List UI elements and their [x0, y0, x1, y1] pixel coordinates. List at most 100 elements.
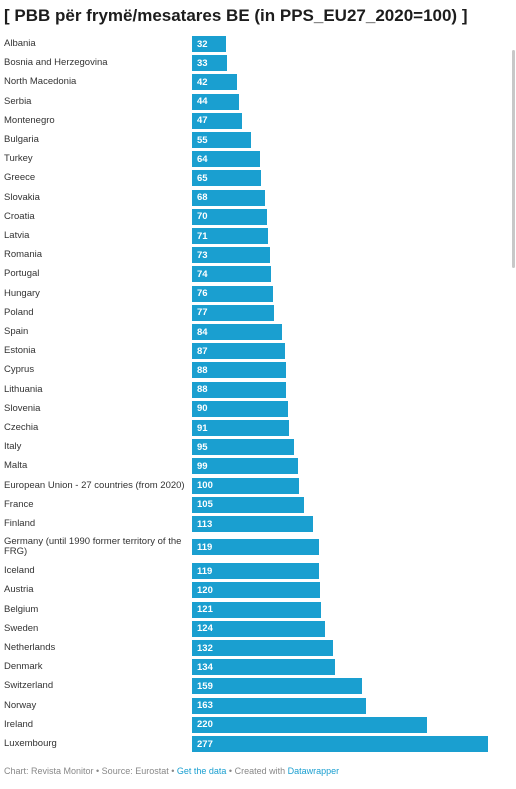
bar-label: Sweden: [4, 622, 39, 634]
bar: 121: [192, 601, 322, 618]
bar-value-label: 42: [197, 76, 208, 88]
bar: 120: [192, 582, 321, 599]
bar-label: Serbia: [4, 95, 32, 107]
bar-value-label: 76: [197, 288, 208, 300]
bar-label: Germany (until 1990 former territory of …: [4, 536, 182, 558]
bar: 70: [192, 208, 267, 225]
bar: 88: [192, 362, 287, 379]
bar: 134: [192, 659, 336, 676]
bar: 87: [192, 343, 285, 360]
bar-label: Bosnia and Herzegovina: [4, 57, 108, 69]
bar-label: Switzerland: [4, 680, 54, 692]
bar-value-label: 120: [197, 584, 213, 596]
bar: 55: [192, 132, 251, 148]
bar-value-label: 71: [197, 230, 208, 242]
bar-label: Latvia: [4, 230, 30, 241]
bar-label: Poland: [4, 306, 34, 318]
bar-value-label: 113: [197, 518, 213, 530]
bar-value-label: 47: [197, 115, 208, 127]
bar-value-label: 44: [197, 96, 208, 108]
bar: 99: [192, 458, 298, 475]
bar-value-label: 121: [197, 604, 213, 616]
bar: 220: [192, 716, 428, 733]
get-the-data-link[interactable]: Get the data: [176, 766, 227, 776]
bar: 105: [192, 496, 305, 513]
bar: 47: [192, 112, 243, 129]
bar-label: Ireland: [4, 718, 34, 730]
bar-value-label: 64: [197, 153, 208, 165]
bar-value-label: 33: [197, 57, 208, 69]
bar: 76: [192, 285, 274, 302]
bar-label: Montenegro: [4, 114, 55, 126]
bar-value-label: 119: [197, 541, 213, 553]
bar: 73: [192, 247, 270, 264]
bar: 68: [192, 189, 265, 206]
bar-label: Belgium: [4, 603, 39, 615]
bar-label: Romania: [4, 249, 43, 261]
bar-value-label: 163: [197, 700, 213, 712]
bar-value-label: 55: [197, 134, 208, 146]
bar-label: Albania: [4, 38, 36, 49]
bar: 113: [192, 516, 313, 532]
bar: 91: [192, 420, 290, 436]
bar-value-label: 88: [197, 364, 208, 376]
bar-label: European Union - 27 countries (from 2020…: [4, 479, 185, 491]
bar-value-label: 32: [197, 38, 208, 50]
bar-label: Austria: [4, 584, 34, 596]
bar-label: Slovenia: [4, 402, 41, 414]
bar-value-label: 132: [197, 642, 213, 654]
bar: 84: [192, 324, 282, 340]
bar-label: Bulgaria: [4, 134, 39, 145]
bar-value-label: 95: [197, 441, 208, 453]
bar-label: Malta: [4, 460, 28, 472]
bar: 65: [192, 170, 262, 187]
bar: 32: [192, 36, 227, 52]
footer-created-with: • Created with: [226, 766, 288, 776]
bar: 74: [192, 266, 272, 283]
bar-label: Croatia: [4, 210, 35, 222]
bar-value-label: 119: [197, 565, 213, 577]
bar-label: Denmark: [4, 661, 43, 673]
bar: 42: [192, 74, 237, 91]
bar: 33: [192, 55, 228, 72]
chart-title: [ PBB për frymë/mesatares BE (in PPS_EU2…: [4, 6, 468, 25]
datawrapper-link[interactable]: Datawrapper: [287, 766, 340, 776]
bar-value-label: 77: [197, 307, 208, 319]
bar: 77: [192, 304, 275, 321]
bar: 163: [192, 697, 367, 714]
bar-label: Luxembourg: [4, 738, 57, 749]
bar-label: Spain: [4, 326, 29, 337]
footer-credits: Chart: Revista Monitor • Source: Eurosta…: [4, 766, 177, 776]
bar-label: France: [4, 498, 34, 510]
bar: 124: [192, 620, 325, 637]
bar: 159: [192, 678, 362, 695]
scrollbar[interactable]: [512, 50, 515, 268]
bar-label: Estonia: [4, 345, 36, 357]
bar-value-label: 277: [197, 738, 213, 750]
bar-value-label: 91: [197, 422, 208, 434]
bar-value-label: 159: [197, 680, 213, 692]
bar-label: Hungary: [4, 287, 40, 299]
bar-value-label: 88: [197, 384, 208, 396]
bar-value-label: 87: [197, 345, 208, 357]
bar-label: Cyprus: [4, 364, 35, 376]
bar-label: Netherlands: [4, 642, 56, 653]
bar-value-label: 84: [197, 326, 208, 338]
bar: 64: [192, 151, 261, 168]
bar-label: Lithuania: [4, 383, 43, 395]
bar-label: Turkey: [4, 153, 33, 165]
bar-value-label: 73: [197, 249, 208, 261]
bar-label: Norway: [4, 699, 37, 711]
bar-value-label: 134: [197, 661, 213, 673]
bar-value-label: 65: [197, 172, 208, 184]
bar-label: Slovakia: [4, 191, 40, 203]
bar: 88: [192, 381, 287, 398]
bar: 119: [192, 539, 320, 556]
bar-value-label: 70: [197, 211, 208, 223]
bar-label: Portugal: [4, 268, 40, 280]
bar-label: Iceland: [4, 565, 35, 577]
bar-label: North Macedonia: [4, 76, 77, 88]
bar-value-label: 105: [197, 499, 213, 511]
bar: 132: [192, 640, 334, 656]
